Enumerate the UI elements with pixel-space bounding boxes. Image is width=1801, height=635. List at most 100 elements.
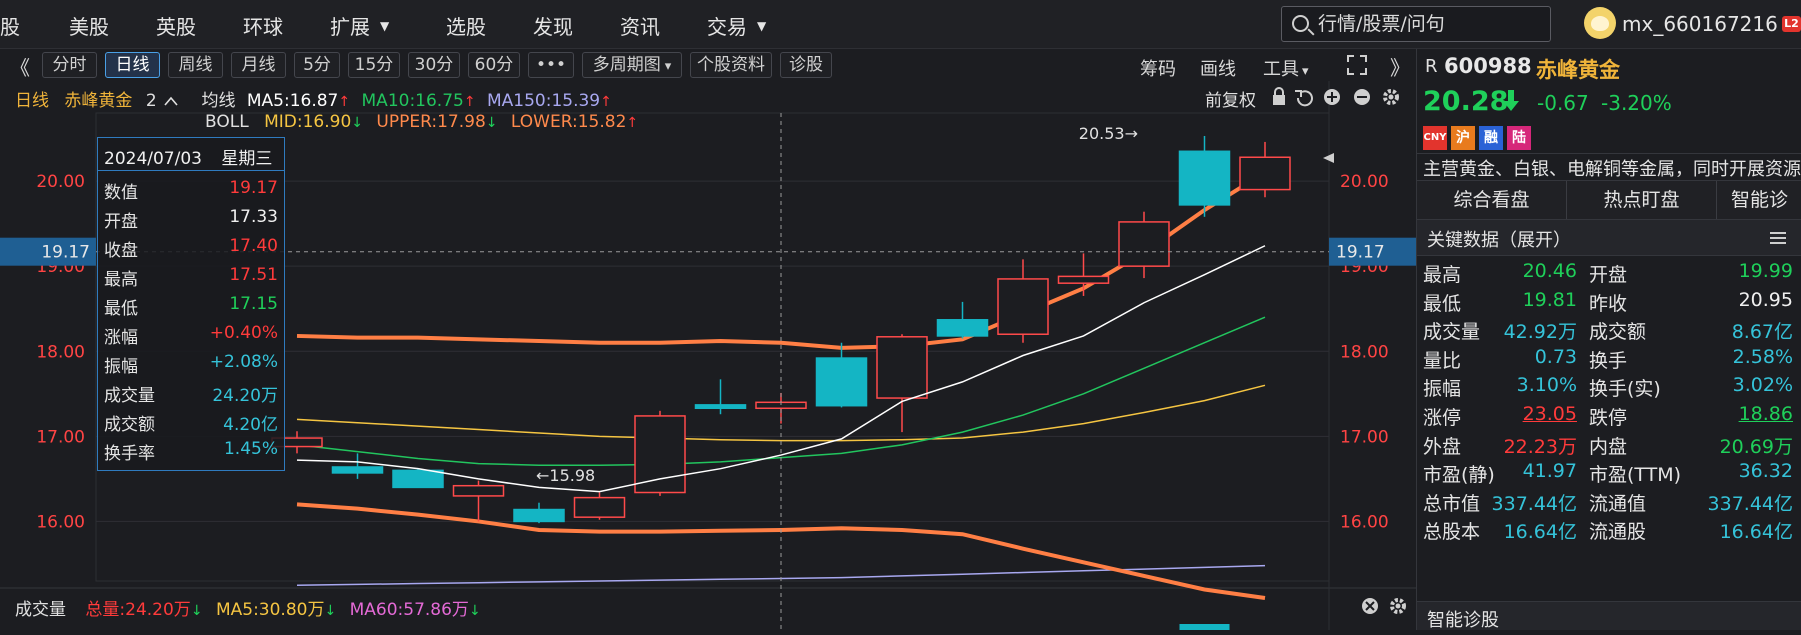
period-button[interactable]: 周线	[168, 52, 223, 78]
candle-body[interactable]	[694, 404, 747, 410]
tab-overview[interactable]: 综合看盘	[1417, 181, 1567, 219]
key-data-value: 3.02%	[1732, 374, 1793, 397]
y-tick-label-right: 20.00	[1340, 172, 1389, 192]
key-data-header[interactable]: 关键数据（展开）	[1417, 220, 1801, 256]
username[interactable]: mx_660167216	[1622, 12, 1778, 36]
period-button[interactable]: 日线	[105, 52, 160, 78]
candle-body[interactable]	[392, 469, 444, 489]
arrow-down-icon: ↓	[485, 115, 498, 131]
period-button[interactable]: •••	[528, 52, 574, 78]
candle-body[interactable]	[452, 484, 505, 497]
candle-body[interactable]	[997, 278, 1049, 335]
period-button[interactable]: 个股资料	[690, 52, 772, 78]
candle-body[interactable]	[331, 466, 384, 474]
adjust-mode-label[interactable]: 前复权	[1205, 91, 1256, 111]
market-badge: CNY	[1423, 126, 1447, 150]
draw-line-button[interactable]: 画线	[1200, 59, 1236, 80]
key-data-label: 涨停	[1423, 407, 1462, 429]
candle-body[interactable]	[936, 319, 989, 337]
key-data-label: 总股本	[1423, 521, 1481, 544]
chevron-down-icon[interactable]: ▼	[380, 19, 390, 33]
period-button[interactable]: 多周期图 ▾	[582, 52, 682, 78]
volume-label[interactable]: 成交量	[15, 600, 66, 620]
last-price: 20.28	[1423, 86, 1509, 117]
tooltip-value: 1.45%	[223, 439, 278, 459]
period-button-label: 15分	[354, 55, 394, 75]
nav-item[interactable]: 扩展	[330, 15, 370, 39]
gear-icon[interactable]	[1390, 598, 1406, 614]
key-data-value: 20.95	[1738, 288, 1793, 311]
boll-label[interactable]: BOLL	[205, 112, 249, 132]
search-icon[interactable]	[1292, 15, 1309, 32]
search-box[interactable]	[1281, 6, 1551, 42]
lock-icon[interactable]	[1273, 87, 1285, 105]
nav-item[interactable]: 股	[0, 15, 20, 39]
tools-button[interactable]: 工具 ▾	[1263, 55, 1309, 81]
key-data-label: 外盘	[1423, 435, 1462, 458]
key-data-label: 最高	[1423, 264, 1462, 286]
period-button[interactable]: 分时	[42, 52, 97, 78]
expand-icon[interactable]	[1347, 55, 1367, 75]
period-button[interactable]: 60分	[468, 52, 520, 78]
arrow-up-icon: ↑	[463, 94, 476, 110]
nav-item[interactable]: 交易	[707, 15, 747, 39]
key-data-label: 流通股	[1589, 521, 1647, 544]
tooltip-label: 最高	[104, 270, 138, 290]
candle-body[interactable]	[815, 357, 868, 407]
boll-lower-line	[296, 502, 1266, 600]
key-data-value: 0.73	[1534, 345, 1577, 368]
ma-label[interactable]: 均线	[201, 91, 236, 111]
tab-smart-diagnosis[interactable]: 智能诊	[1730, 189, 1788, 211]
arrow-up-icon: ↑	[338, 94, 351, 110]
candle-body[interactable]	[513, 508, 565, 523]
tab-hot-watch[interactable]: 热点盯盘	[1567, 181, 1717, 219]
close-icon[interactable]	[1362, 598, 1378, 614]
tooltip-value: 17.33	[229, 207, 278, 227]
indicator-count[interactable]: 2	[145, 91, 157, 111]
nav-item[interactable]: 发现	[533, 15, 573, 39]
nav-item[interactable]: 美股	[69, 15, 109, 39]
nav-item[interactable]: 英股	[156, 15, 196, 39]
key-data-value: 337.44亿	[1491, 492, 1577, 515]
top-navigation: 股 美股 英股 环球 扩展 ▼ 选股 发现 资讯 交易 ▼ mx_660167216 L2	[0, 0, 1801, 49]
gear-icon[interactable]	[1383, 89, 1399, 105]
nav-item[interactable]: 资讯	[620, 15, 660, 39]
candle-body[interactable]	[876, 336, 928, 399]
candle-body[interactable]	[1239, 156, 1291, 191]
key-data-label: 成交量	[1423, 321, 1481, 344]
chips-button[interactable]: 筹码	[1140, 59, 1176, 80]
key-data-label: 总市值	[1423, 492, 1481, 515]
collapse-left-icon[interactable]: 《	[10, 56, 30, 80]
ma150-value: MA150:15.39	[486, 91, 601, 111]
kline-chart-panel[interactable]: 20.00 20.00 19.00 19.00 18.00 18.00 17.00 17.00…	[0, 81, 1416, 630]
nav-item[interactable]: 选股	[446, 15, 486, 39]
key-data-label: 成交额	[1589, 321, 1647, 344]
key-data-value: 2.58%	[1732, 345, 1793, 368]
period-button[interactable]: 诊股	[780, 52, 832, 78]
candle-body[interactable]	[1118, 221, 1170, 267]
menu-icon[interactable]	[1769, 231, 1787, 245]
period-button[interactable]: 15分	[348, 52, 400, 78]
period-button-label: 多周期图	[592, 55, 661, 75]
collapse-right-icon[interactable]: 》	[1390, 56, 1410, 80]
candle-body[interactable]	[1057, 275, 1110, 284]
search-input[interactable]	[1318, 11, 1546, 37]
chart-toolbar: 《 分时 日线 周线 月线 5分 15分 30分 60分 ••• 多周期图 ▾ 个股资料 诊股 筹码 画…	[0, 49, 1416, 81]
candle-body[interactable]	[1178, 150, 1231, 206]
period-button[interactable]: 5分	[294, 52, 340, 78]
chevron-up-icon[interactable]	[164, 96, 178, 106]
period-button[interactable]: 月线	[231, 52, 286, 78]
zoom-out-icon[interactable]	[1354, 89, 1370, 105]
diagnosis-header[interactable]: 智能诊股	[1417, 601, 1801, 631]
undo-icon[interactable]	[1295, 90, 1313, 107]
candle-body[interactable]	[634, 415, 686, 494]
candle-body[interactable]	[573, 496, 626, 518]
nav-item[interactable]: 环球	[243, 15, 283, 39]
crosshair-label-right-bg	[1329, 237, 1416, 266]
chevron-down-icon[interactable]: ▼	[757, 19, 767, 33]
avatar[interactable]	[1584, 7, 1616, 39]
key-data-value: 337.44亿	[1707, 492, 1793, 515]
zoom-in-icon[interactable]	[1324, 89, 1340, 105]
period-button[interactable]: 30分	[408, 52, 460, 78]
